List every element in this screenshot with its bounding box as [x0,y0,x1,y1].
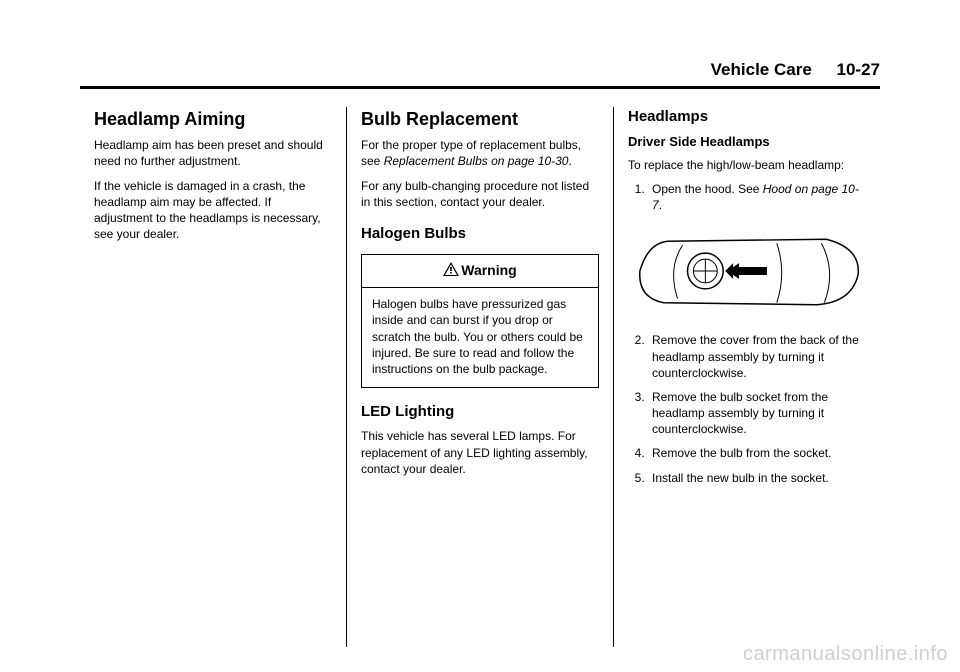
heading-headlamps: Headlamps [628,107,866,127]
page-header: Vehicle Care 10-27 [80,60,880,89]
page-number: 10-27 [837,60,880,79]
warning-icon [443,262,459,281]
heading-headlamp-aiming: Headlamp Aiming [94,107,332,131]
warning-box: Warning Halogen bulbs have pressurized g… [361,254,599,388]
list-item: Install the new bulb in the socket. [648,470,866,486]
text: . [659,198,662,212]
heading-bulb-replacement: Bulb Replacement [361,107,599,131]
heading-halogen-bulbs: Halogen Bulbs [361,224,599,244]
headlamp-figure [628,223,866,318]
list-item: Remove the bulb from the socket. [648,445,866,461]
warning-body: Halogen bulbs have pressurized gas insid… [362,288,598,387]
columns-container: Headlamp Aiming Headlamp aim has been pr… [80,107,880,647]
column-3: Headlamps Driver Side Headlamps To repla… [614,107,880,647]
list-item: Open the hood. See Hood on page 10-7. [648,181,866,213]
procedure-list: Open the hood. See Hood on page 10-7. [628,181,866,213]
paragraph: For the proper type of replacement bulbs… [361,137,599,169]
warning-heading: Warning [362,255,598,288]
text: . [568,154,571,168]
list-item: Remove the bulb socket from the headlamp… [648,389,866,438]
paragraph: To replace the high/low-beam headlamp: [628,157,866,173]
section-title: Vehicle Care [711,60,812,79]
procedure-list-cont: Remove the cover from the back of the he… [628,332,866,486]
watermark: carmanualsonline.info [743,643,948,666]
text: Open the hood. See [652,182,763,196]
page-container: Vehicle Care 10-27 Headlamp Aiming Headl… [0,0,960,672]
paragraph: This vehicle has several LED lamps. For … [361,428,599,477]
heading-led-lighting: LED Lighting [361,402,599,422]
warning-label: Warning [461,262,516,278]
paragraph: For any bulb-changing procedure not list… [361,178,599,210]
heading-driver-side: Driver Side Headlamps [628,133,866,151]
cross-reference: Replacement Bulbs on page 10-30 [384,154,569,168]
column-1: Headlamp Aiming Headlamp aim has been pr… [80,107,347,647]
column-2: Bulb Replacement For the proper type of … [347,107,614,647]
list-item: Remove the cover from the back of the he… [648,332,866,381]
paragraph: Headlamp aim has been preset and should … [94,137,332,169]
paragraph: If the vehicle is damaged in a crash, th… [94,178,332,243]
